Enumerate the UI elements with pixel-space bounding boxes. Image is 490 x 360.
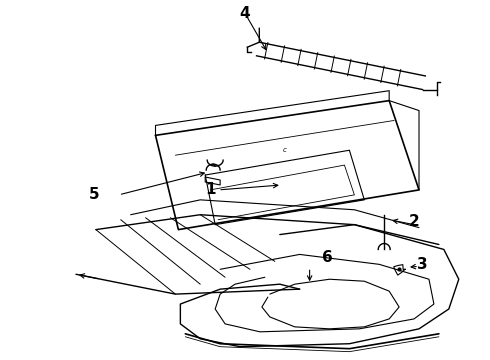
Text: 4: 4 [240, 6, 250, 21]
Text: 1: 1 [205, 183, 216, 197]
Text: 6: 6 [322, 250, 333, 265]
Text: 5: 5 [89, 188, 99, 202]
Text: c: c [283, 147, 287, 153]
Text: 2: 2 [409, 214, 419, 229]
Text: 3: 3 [416, 257, 427, 272]
